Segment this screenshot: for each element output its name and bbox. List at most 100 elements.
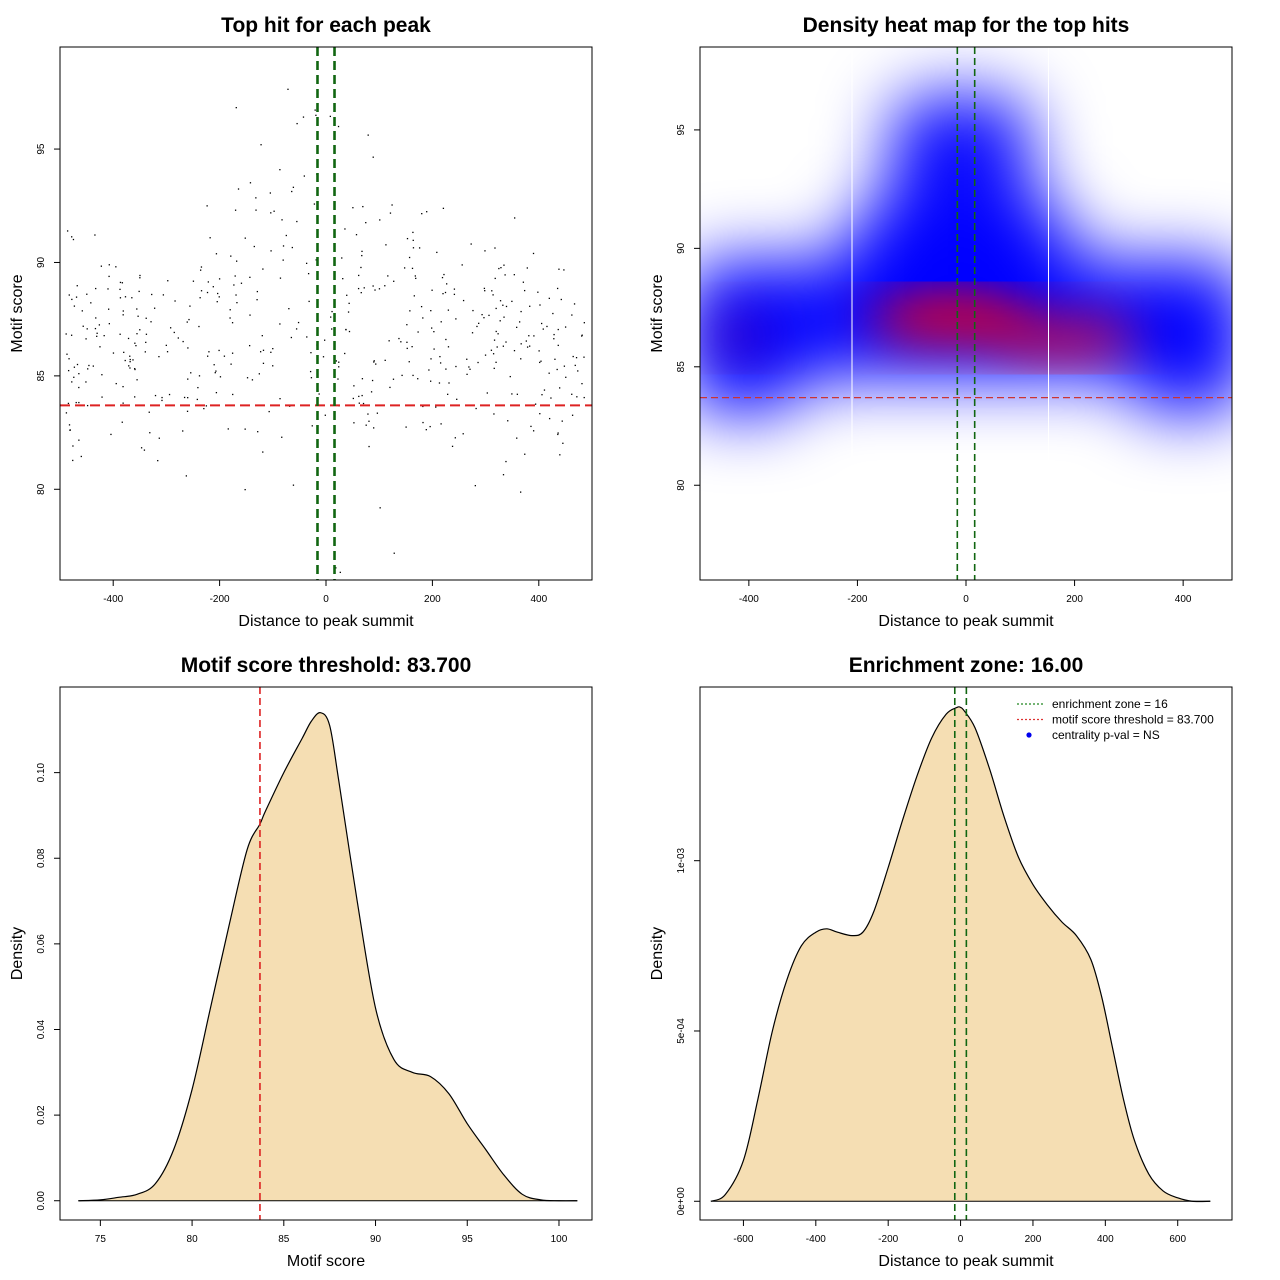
data-point — [504, 274, 506, 276]
data-point — [358, 274, 360, 277]
data-point — [103, 334, 105, 337]
data-point — [244, 428, 246, 430]
data-point — [253, 245, 255, 248]
x-tick-label: -400 — [739, 594, 759, 605]
data-point — [291, 246, 293, 249]
data-point — [290, 336, 293, 339]
data-point — [235, 260, 238, 262]
data-point — [73, 376, 75, 378]
y-tick-label: 85 — [676, 361, 687, 373]
data-point — [72, 445, 74, 447]
data-point — [541, 394, 543, 396]
data-point — [68, 424, 71, 426]
data-point — [378, 288, 381, 290]
data-point — [215, 370, 217, 372]
data-point — [440, 321, 442, 323]
data-point — [361, 250, 363, 253]
data-point — [406, 341, 408, 343]
data-point — [497, 333, 499, 335]
legend-label: motif score threshold = 83.700 — [1052, 713, 1214, 727]
data-point — [393, 280, 395, 282]
data-point — [234, 209, 237, 211]
data-point — [144, 351, 146, 353]
data-point — [581, 382, 583, 385]
data-point — [368, 445, 370, 448]
data-point — [576, 396, 578, 398]
plot-frame — [59, 686, 593, 1221]
x-tick-label: 400 — [1175, 594, 1192, 605]
data-point — [376, 412, 379, 414]
data-point — [200, 290, 203, 292]
data-point — [362, 402, 365, 405]
data-point — [203, 407, 205, 410]
data-point — [495, 307, 497, 310]
data-point — [124, 359, 126, 362]
data-point — [134, 396, 136, 398]
data-point — [519, 491, 522, 493]
chart-title: Motif score threshold: 83.700 — [181, 654, 472, 677]
data-point — [230, 363, 232, 365]
x-axis-label: Motif score — [287, 1253, 365, 1270]
data-point — [216, 301, 218, 303]
data-point — [375, 363, 377, 365]
data-point — [78, 401, 80, 404]
data-point — [441, 276, 444, 279]
density-peak — [988, 316, 1139, 361]
data-point — [101, 374, 103, 376]
data-point — [462, 299, 465, 302]
data-point — [168, 393, 171, 396]
data-point — [94, 327, 97, 330]
data-point — [455, 365, 457, 368]
data-point — [296, 122, 298, 125]
data-point — [533, 335, 535, 337]
data-point — [71, 236, 73, 238]
data-point — [422, 421, 424, 424]
data-point — [392, 378, 395, 380]
data-point — [108, 275, 110, 278]
data-point — [511, 393, 513, 395]
data-point — [417, 331, 419, 333]
data-point — [461, 264, 463, 266]
data-point — [431, 327, 433, 329]
data-point — [548, 372, 550, 374]
data-point — [335, 567, 337, 569]
data-point — [229, 317, 231, 319]
data-point — [206, 205, 208, 207]
data-point — [100, 265, 103, 267]
data-point — [413, 295, 415, 297]
data-point — [362, 205, 364, 208]
data-point — [509, 375, 511, 378]
data-point — [502, 345, 505, 347]
data-point — [502, 474, 505, 476]
y-tick-label: 90 — [676, 242, 687, 254]
data-point — [495, 361, 497, 363]
data-point — [583, 396, 585, 399]
data-point — [101, 396, 103, 398]
data-point — [134, 367, 136, 370]
x-tick-label: 75 — [95, 1234, 107, 1245]
data-point — [371, 379, 374, 382]
data-point — [557, 328, 559, 331]
data-point — [577, 370, 579, 372]
data-point — [393, 552, 395, 554]
data-point — [338, 361, 340, 363]
data-point — [556, 287, 559, 290]
data-point — [523, 289, 526, 292]
data-point — [78, 373, 80, 375]
data-point — [543, 389, 546, 391]
data-point — [75, 296, 78, 298]
data-point — [269, 192, 272, 194]
data-point — [408, 361, 410, 363]
data-point — [552, 312, 554, 315]
data-point — [539, 304, 541, 306]
data-point — [481, 313, 483, 316]
data-point — [518, 321, 521, 323]
plot-frame — [699, 686, 1233, 1221]
data-point — [492, 353, 495, 355]
data-point — [235, 294, 237, 296]
data-point — [367, 413, 369, 415]
data-point — [520, 310, 522, 313]
x-tick-label: -200 — [878, 1234, 898, 1245]
x-tick-label: -400 — [806, 1234, 826, 1245]
data-point — [136, 379, 138, 381]
